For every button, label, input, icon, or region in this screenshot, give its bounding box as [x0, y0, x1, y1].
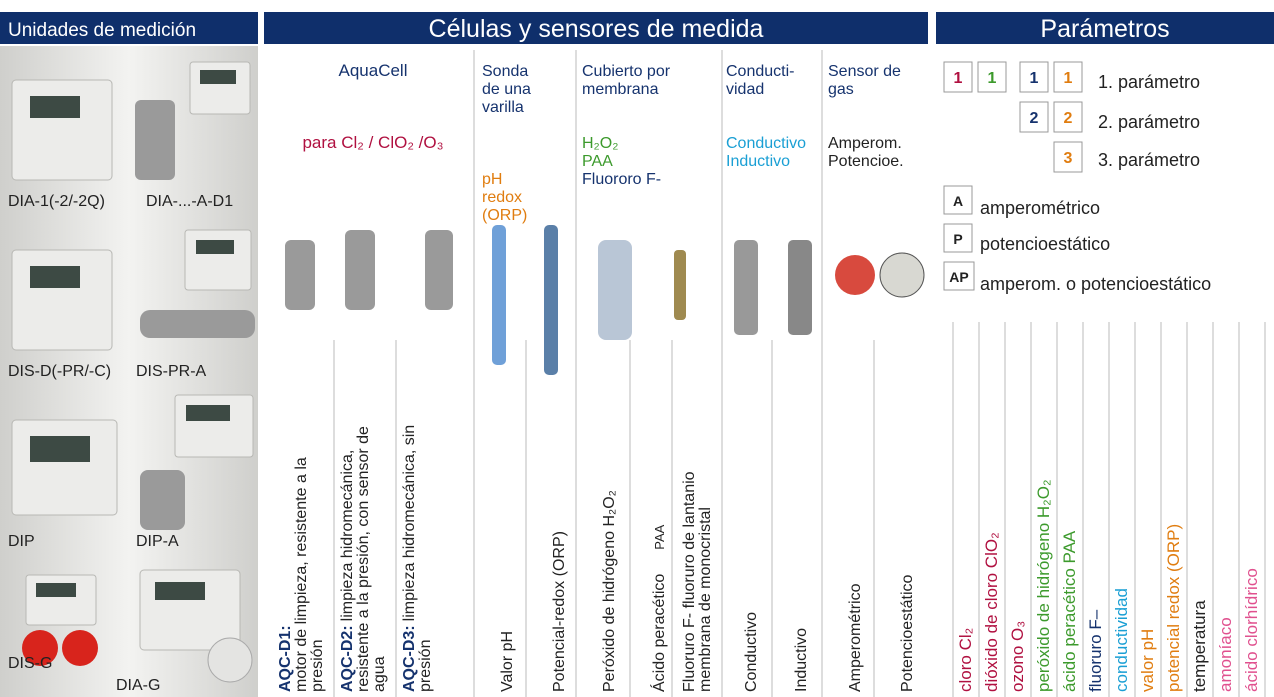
group-measure: redox: [482, 189, 522, 206]
cell-code: AQC-D3:: [401, 625, 418, 692]
group-name: membrana: [582, 81, 659, 98]
cell-text: agua: [371, 656, 388, 692]
group-measure: H₂O₂: [582, 135, 618, 152]
group-measure: PAA: [582, 153, 613, 170]
units-title: Unidades de medición: [8, 20, 196, 41]
level-mark: 2: [1030, 110, 1039, 127]
parameter-label: ácido clorhídrico: [1242, 568, 1261, 692]
parameter-label: temperatura: [1190, 600, 1209, 692]
parameter-label: fluoruro F–: [1086, 609, 1105, 692]
cell-text: limpieza hidromecánica, sin: [401, 425, 418, 622]
group-name: Cubierto por: [582, 63, 671, 80]
level-mark: 2: [1064, 110, 1073, 127]
level-legend: 1 1 1 1 1. parámetro 2 2 2. parámetro 3 …: [943, 61, 1200, 173]
group-name: gas: [828, 81, 854, 98]
method-code: A: [953, 193, 963, 209]
group-measure: Amperom.: [828, 135, 902, 152]
group-name: Sonda: [482, 63, 528, 80]
parameter-label: dióxido de cloro ClO₂: [982, 532, 1001, 692]
group-name: varilla: [482, 99, 524, 116]
group-measure: Conductivo: [726, 135, 806, 152]
column-separators: [333, 50, 875, 697]
method-code: AP: [949, 269, 968, 285]
level-mark: 1: [954, 70, 963, 87]
units-header: [0, 12, 258, 44]
cell-text: limpieza hidromecánica,: [339, 450, 356, 622]
level-label: 3. parámetro: [1098, 150, 1200, 170]
cell-line: AQC-D3: limpieza hidromecánica, sin: [401, 425, 418, 692]
level-label: 2. parámetro: [1098, 112, 1200, 132]
device-label: DIS-G: [8, 655, 52, 672]
method-label: potencioestático: [980, 234, 1110, 254]
device-label: DIS-PR-A: [136, 363, 207, 380]
parameter-list: cloro Cl₂ dióxido de cloro ClO₂ ozono O₃ pe…: [952, 322, 1266, 697]
device-images: [11, 61, 255, 683]
group-use: para Cl₂ / ClO₂ /O₃: [302, 133, 443, 152]
cell-text: Valor pH: [499, 631, 516, 692]
group-measure: (ORP): [482, 207, 527, 224]
parameter-label: amoníaco: [1216, 617, 1235, 692]
sensors-header: [264, 12, 928, 44]
level-mark: 1: [988, 70, 997, 87]
group-measure: Inductivo: [726, 153, 790, 170]
cell-line: AQC-D2: limpieza hidromecánica,: [339, 450, 356, 692]
device-label: DIP: [8, 533, 35, 550]
parameter-label: potencial redox (ORP): [1164, 524, 1183, 692]
method-code: P: [953, 231, 962, 247]
parameter-label: valor pH: [1138, 629, 1157, 692]
cell-text: Peróxido de hidrógeno H₂O₂: [601, 490, 618, 692]
cell-text: PAA: [652, 524, 667, 549]
cell-text: presión: [417, 640, 434, 692]
group-name: Conducti-: [726, 63, 794, 80]
cell-text: motor de limpieza, resistente a la: [293, 457, 310, 692]
parameter-label: cloro Cl₂: [956, 628, 975, 692]
cell-labels: AQC-D1: motor de limpieza, resistente a …: [277, 425, 916, 692]
cell-text: Amperométrico: [847, 583, 864, 692]
level-label: 1. parámetro: [1098, 72, 1200, 92]
cell-code: AQC-D1:: [277, 625, 294, 692]
method-label: amperométrico: [980, 198, 1100, 218]
device-label: DIA-...-A-D1: [146, 193, 233, 210]
cell-code: AQC-D1:: [277, 625, 294, 692]
level-mark: 1: [1030, 70, 1039, 87]
parameter-label: ácido peracético PAA: [1060, 530, 1079, 692]
group-name: AquaCell: [339, 61, 408, 80]
device-label: DIS-D(-PR/-C): [8, 363, 111, 380]
group-name: de una: [482, 81, 531, 98]
parameters-title: Parámetros: [1040, 15, 1169, 43]
cell-text: Potencial-redox (ORP): [551, 531, 568, 692]
device-label: DIP-A: [136, 533, 179, 550]
group-measure: Fluororo F-: [582, 171, 661, 188]
group-measure: Potencioe.: [828, 153, 904, 170]
device-label: DIA-G: [116, 677, 160, 694]
parameters-header: [936, 12, 1274, 44]
group-measure: pH: [482, 171, 502, 188]
cell-text: membrana de monocristal: [697, 507, 714, 692]
cell-line: Ácido peracético PAA: [649, 524, 668, 692]
method-label: amperom. o potencioestático: [980, 274, 1211, 294]
device-label: DIA-1(-2/-2Q): [8, 193, 105, 210]
method-legend: A amperométrico P potencioestático AP am…: [943, 185, 1211, 294]
cell-text: Inductivo: [793, 628, 810, 692]
cell-text: Potencioestático: [899, 574, 916, 692]
group-name: vidad: [726, 81, 764, 98]
cell-code: AQC-D2:: [339, 625, 356, 692]
level-mark: 1: [1064, 70, 1073, 87]
level-mark: 3: [1064, 150, 1073, 167]
cell-text: Ácido peracético: [649, 574, 668, 692]
group-name: Sensor de: [828, 63, 901, 80]
parameter-label: ozono O₃: [1008, 621, 1027, 692]
parameter-label: peróxido de hidrógeno H₂O₂: [1034, 479, 1053, 692]
sensors-title: Células y sensores de medida: [429, 15, 764, 43]
cell-text: Fluoruro F- fluoruro de lantanio: [681, 471, 698, 692]
cell-text: Conductivo: [743, 612, 760, 692]
cell-text: presión: [309, 640, 326, 692]
sensor-images: [285, 225, 925, 375]
parameter-label: conductividad: [1112, 588, 1131, 692]
cell-text: resistente a la presión, con sensor de: [355, 426, 372, 692]
